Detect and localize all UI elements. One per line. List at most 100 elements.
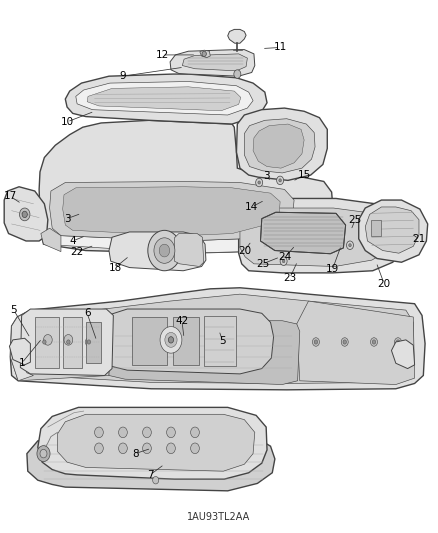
Polygon shape: [200, 50, 210, 58]
Text: 5: 5: [219, 336, 226, 346]
Text: 15: 15: [297, 170, 311, 180]
Text: 20: 20: [238, 246, 251, 255]
Circle shape: [42, 340, 46, 344]
Text: 11: 11: [273, 43, 287, 52]
Circle shape: [277, 176, 284, 184]
Circle shape: [67, 340, 70, 344]
Circle shape: [191, 443, 199, 454]
Circle shape: [41, 338, 48, 346]
Circle shape: [43, 335, 52, 345]
Polygon shape: [11, 317, 111, 381]
Text: 19: 19: [326, 264, 339, 274]
Circle shape: [312, 338, 319, 346]
Polygon shape: [49, 181, 294, 241]
Text: 1: 1: [18, 358, 25, 368]
Text: 17: 17: [4, 191, 17, 201]
Circle shape: [159, 244, 170, 257]
Text: 5: 5: [11, 305, 17, 315]
Circle shape: [64, 335, 73, 345]
Circle shape: [395, 338, 402, 346]
Polygon shape: [109, 232, 206, 271]
Circle shape: [234, 70, 241, 78]
Text: 24: 24: [279, 252, 292, 262]
Text: 22: 22: [71, 247, 84, 256]
Circle shape: [19, 208, 30, 221]
Text: 25: 25: [349, 215, 362, 225]
Circle shape: [40, 449, 47, 458]
Bar: [173, 317, 199, 365]
Polygon shape: [65, 74, 267, 124]
Circle shape: [152, 477, 159, 484]
Polygon shape: [63, 187, 280, 236]
Text: 3: 3: [263, 171, 269, 181]
Text: 21: 21: [412, 234, 426, 244]
Polygon shape: [239, 198, 403, 273]
Polygon shape: [237, 108, 327, 180]
Circle shape: [341, 338, 348, 346]
Circle shape: [85, 338, 92, 346]
Circle shape: [280, 257, 287, 265]
Circle shape: [154, 238, 175, 263]
Polygon shape: [105, 309, 274, 374]
Text: 8: 8: [132, 449, 138, 458]
Text: 20: 20: [378, 279, 391, 288]
Circle shape: [346, 241, 353, 249]
Circle shape: [143, 443, 151, 454]
Circle shape: [143, 427, 151, 438]
Polygon shape: [41, 228, 61, 252]
Text: 3: 3: [64, 214, 71, 224]
Polygon shape: [20, 309, 113, 375]
Circle shape: [160, 327, 182, 353]
Text: 23: 23: [283, 273, 297, 283]
Circle shape: [396, 340, 400, 344]
Circle shape: [349, 244, 351, 247]
Circle shape: [343, 340, 346, 344]
Circle shape: [168, 337, 173, 343]
Polygon shape: [182, 54, 247, 71]
Polygon shape: [25, 294, 413, 383]
Polygon shape: [359, 200, 427, 262]
Polygon shape: [240, 208, 392, 266]
Polygon shape: [4, 187, 48, 241]
Text: 12: 12: [155, 50, 169, 60]
Bar: [204, 316, 237, 367]
Circle shape: [283, 260, 285, 263]
Polygon shape: [76, 82, 253, 115]
Text: 42: 42: [175, 316, 188, 326]
Bar: [371, 220, 381, 236]
Circle shape: [279, 179, 282, 182]
Circle shape: [202, 51, 206, 56]
Circle shape: [165, 333, 177, 348]
Circle shape: [95, 427, 103, 438]
Text: 25: 25: [256, 259, 269, 269]
Circle shape: [166, 427, 175, 438]
Circle shape: [119, 427, 127, 438]
Bar: [86, 322, 101, 364]
Circle shape: [256, 178, 263, 187]
Circle shape: [119, 443, 127, 454]
Text: 7: 7: [147, 470, 153, 480]
Bar: [132, 317, 166, 365]
Circle shape: [372, 340, 376, 344]
Polygon shape: [261, 212, 346, 254]
Circle shape: [191, 427, 199, 438]
Polygon shape: [392, 340, 415, 368]
Polygon shape: [39, 120, 333, 253]
Circle shape: [148, 230, 181, 271]
Polygon shape: [11, 288, 425, 390]
Text: 14: 14: [245, 202, 258, 212]
Circle shape: [37, 446, 50, 462]
Polygon shape: [27, 432, 275, 491]
Circle shape: [371, 338, 378, 346]
Polygon shape: [109, 321, 300, 384]
Circle shape: [22, 211, 27, 217]
Polygon shape: [365, 207, 419, 253]
Text: 10: 10: [60, 117, 74, 127]
Circle shape: [166, 443, 175, 454]
Circle shape: [65, 338, 72, 346]
Polygon shape: [10, 338, 30, 365]
Text: 9: 9: [120, 71, 126, 81]
Polygon shape: [57, 414, 255, 471]
Polygon shape: [43, 230, 284, 253]
Polygon shape: [253, 124, 304, 168]
